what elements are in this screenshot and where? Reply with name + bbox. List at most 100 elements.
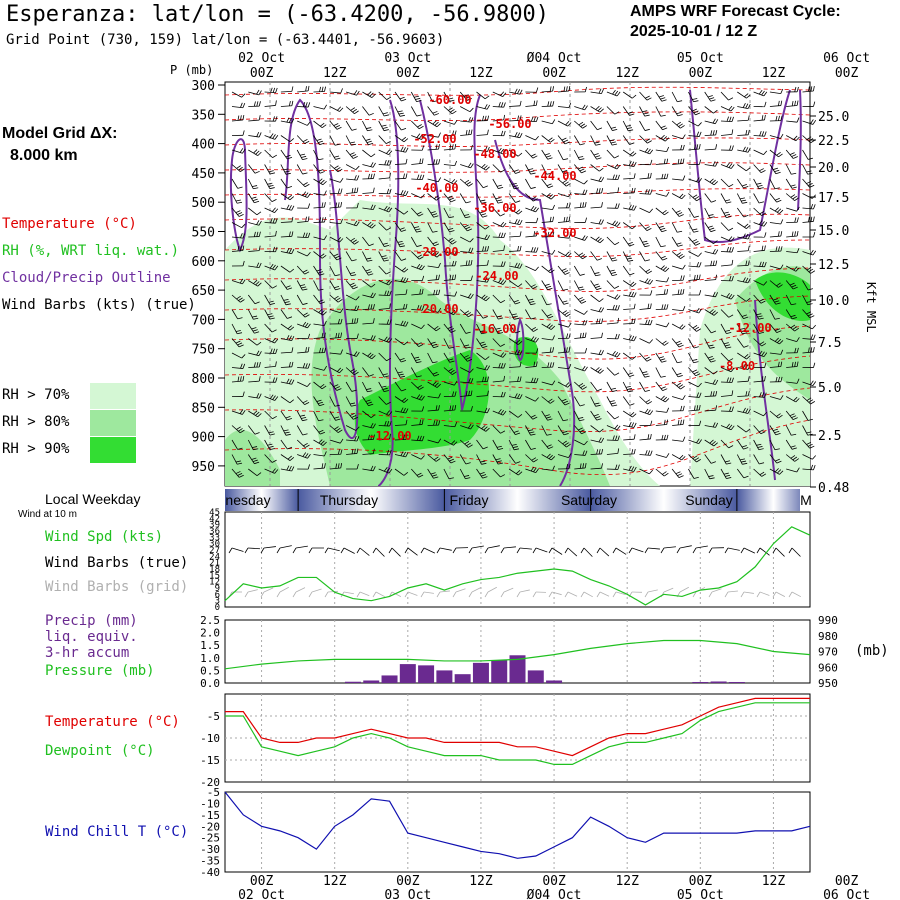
precip-bar-1: [363, 680, 380, 683]
legend-temperature-2: Temperature (°C): [45, 714, 180, 730]
pressure-unit-label: (mb): [855, 643, 889, 659]
precip-pressure-panel: 0.00.51.01.52.02.5 950 960 970 980 990: [200, 614, 838, 690]
top-time-6: 00Z: [689, 66, 713, 81]
wind-chill-panel: -5-10-15-20-25-30-35-40: [200, 786, 811, 879]
bottom-time-5: 12Z: [615, 874, 639, 889]
bottom-time-4: 00Z: [542, 874, 566, 889]
precip-bar-7: [472, 662, 489, 683]
pressure-tick-r-970: 970: [818, 646, 838, 659]
temp-contour-label-0: -60.00: [428, 93, 471, 107]
weekday-5: M: [800, 492, 812, 508]
legend-rh: RH (%, WRT liq. wat.): [2, 243, 180, 259]
wind-tick-12: 12: [209, 578, 220, 588]
weekday-2: Friday: [450, 492, 489, 508]
pressure-tick-800: 800: [192, 372, 215, 387]
wind-tick-24: 24: [209, 552, 220, 562]
kft-tick-10: 0.48: [818, 481, 849, 496]
precip-tick-3: 1.5: [200, 639, 220, 652]
top-time-0: 00Z: [250, 66, 274, 81]
kft-tick-7: 7.5: [818, 336, 841, 351]
cross-section-wind-barbs: [231, 85, 817, 480]
pressure-tick-750: 750: [192, 343, 215, 358]
rh80-swatch: [90, 410, 136, 436]
weekday-3: Saturday: [561, 492, 617, 508]
rh70-label: RH > 70%: [2, 387, 70, 403]
wind-speed-line: [224, 526, 811, 606]
pressure-tick-300: 300: [192, 79, 215, 94]
pressure-tick-850: 850: [192, 401, 215, 416]
top-date-2: Ø04 Oct: [527, 51, 582, 66]
pressure-axis: 300 350 400 450 500 550 600 650 700 750 800 850 900 9…: [192, 79, 225, 475]
temp-contour-label-6: -36.00: [473, 201, 516, 215]
temperature-line: [225, 697, 810, 757]
kft-tick-9: 2.5: [818, 429, 841, 444]
bottom-time-8: 00Z: [835, 874, 859, 889]
pressure-tick-600: 600: [192, 255, 215, 270]
precip-tick-4: 2.0: [200, 627, 220, 640]
pressure-tick-650: 650: [192, 284, 215, 299]
wind-tick-21: 21: [209, 559, 220, 569]
grid-point-subtitle: Grid Point (730, 159) lat/lon = (-63.440…: [6, 32, 445, 48]
bottom-date-4: 06 Oct: [823, 888, 870, 900]
bottom-time-6: 00Z: [689, 874, 713, 889]
temp-tick--10: -10: [200, 732, 220, 745]
pressure-tick-r-990: 990: [818, 614, 838, 627]
pressure-line: [224, 639, 811, 670]
wind-chill-line: [224, 791, 811, 859]
top-time-4: 00Z: [542, 66, 566, 81]
precip-bars: [344, 655, 745, 683]
bottom-date-1: 03 Oct: [384, 888, 431, 900]
legend-wind-speed: Wind Spd (kts): [45, 529, 164, 545]
chill-tick--30: -30: [200, 843, 220, 856]
pressure-tick-r-980: 980: [818, 630, 838, 643]
bottom-date-0: 02 Oct: [238, 888, 285, 900]
weekday-0: nesday: [225, 492, 270, 508]
temp-contour-label-9: -24.00: [475, 269, 518, 283]
temperature-contour-labels: -60.00 -56.00 -52.00 -48.00 -44.00 -40.00 -36.…: [368, 93, 771, 443]
temp-dewpoint-panel: -5 -10 -15 -20: [200, 693, 811, 789]
legend-precip-accum: 3-hr accum: [45, 645, 130, 661]
forecast-cycle-value: 2025-10-01 / 12 Z: [630, 23, 758, 40]
temp-contour-label-8: -28.00: [415, 245, 458, 259]
temp-contour-label-5: -40.00: [415, 181, 458, 195]
bottom-time-1: 12Z: [323, 874, 347, 889]
wind-tick-45: 45: [209, 508, 220, 518]
pressure-tick-r-960: 960: [818, 661, 838, 674]
kft-tick-3: 17.5: [818, 191, 849, 206]
weekday-4: Sunday: [685, 492, 732, 508]
legend-wind-chill: Wind Chill T (°C): [45, 824, 189, 840]
wind-tick-0: 0: [215, 603, 220, 613]
bottom-date-3: 05 Oct: [677, 888, 724, 900]
precip-bar-3: [399, 664, 416, 683]
legend-dewpoint: Dewpoint (°C): [45, 743, 155, 759]
wind-tick-3: 3: [215, 597, 220, 607]
top-time-8: 00Z: [835, 66, 859, 81]
rh80-label: RH > 80%: [2, 414, 70, 430]
precip-bar-4: [418, 665, 435, 683]
top-date-1: 03 Oct: [384, 51, 431, 66]
kft-tick-0: 25.0: [818, 110, 849, 125]
chill-tick--40: -40: [200, 866, 220, 879]
rh70-swatch: [90, 383, 136, 409]
precip-bar-14: [728, 681, 745, 683]
precip-tick-2: 1.0: [200, 652, 220, 665]
legend-pressure: Pressure (mb): [45, 663, 155, 679]
legend-precip-liq: liq. equiv.: [45, 629, 138, 645]
temp-tick--20: -20: [200, 776, 220, 789]
pressure-tick-450: 450: [192, 167, 215, 182]
legend-precip: Precip (mm): [45, 613, 138, 629]
pressure-tick-900: 900: [192, 431, 215, 446]
temp-contour-label-3: -48.00: [473, 147, 516, 161]
temp-contour-label-7: -32.00: [533, 226, 576, 240]
temp-contour-label-14: -8.00: [719, 359, 755, 373]
temp-contour-label-2: -52.00: [413, 132, 456, 146]
bottom-time-0: 00Z: [250, 874, 274, 889]
temp-contour-label-12: -12.00: [368, 429, 411, 443]
precip-bar-9: [509, 655, 526, 683]
cross-section-panel: -60.00 -56.00 -52.00 -48.00 -44.00 -40.00 -36.…: [224, 81, 817, 487]
chill-tick--20: -20: [200, 820, 220, 833]
temp-contour-label-13: -12.00: [728, 321, 771, 335]
precip-bar-11: [546, 680, 563, 683]
